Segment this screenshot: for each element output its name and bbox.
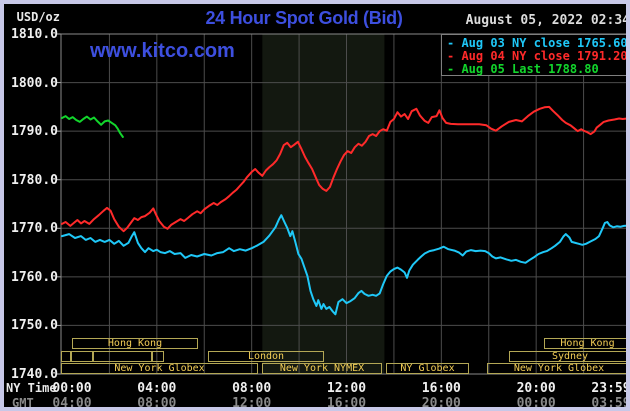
plot-border	[60, 33, 626, 375]
session-box-hong-kong: Hong Kong	[72, 338, 198, 349]
y-axis-unit-label: USD/oz	[16, 10, 60, 24]
y-tick-label: 1750.0	[11, 318, 58, 334]
session-box-empty	[61, 351, 71, 362]
price-chart-canvas	[57, 33, 626, 375]
session-box-empty	[71, 351, 93, 362]
session-box-hong-kong: Hong Kong	[544, 338, 626, 349]
x-tick-label-gmt: 12:00	[232, 396, 272, 411]
y-tick-label: 1810.0	[11, 27, 58, 42]
x-tick-label-ny: 04:00	[137, 381, 177, 396]
price-line-1	[61, 105, 626, 233]
legend-item: - Aug 05 Last 1788.80	[447, 62, 599, 76]
price-line-0	[61, 214, 626, 316]
gmt-axis-caption: GMT	[12, 396, 34, 410]
x-tick-label-gmt: 00:00	[516, 396, 556, 411]
x-tick-label-ny: 20:00	[516, 381, 556, 396]
x-axis-caption: NY Time	[6, 381, 57, 395]
y-tick-label: 1740.0	[11, 367, 58, 382]
x-tick-label-gmt: 08:00	[137, 396, 177, 411]
session-box-new-york-globex: New York Globex	[61, 363, 258, 374]
session-box-sydney: Sydney	[509, 351, 626, 362]
legend: - Aug 03 NY close 1765.60- Aug 04 NY clo…	[441, 34, 628, 76]
x-tick-label-ny: 12:00	[326, 381, 367, 396]
x-tick-label-ny: 08:00	[232, 381, 272, 396]
x-tick-label-gmt: 20:00	[421, 396, 461, 411]
x-tick-label-gmt: 03:59	[591, 396, 630, 411]
x-tick-label-ny: 00:00	[52, 381, 92, 396]
kitco-watermark: www.kitco.com	[90, 40, 235, 62]
nymex-session-band	[262, 34, 385, 374]
chart-title: 24 Hour Spot Gold (Bid)	[205, 8, 403, 28]
legend-item: - Aug 04 NY close 1791.20	[447, 49, 628, 63]
price-line-2	[61, 115, 124, 138]
y-tick-label: 1800.0	[11, 75, 58, 91]
session-box-ny-globex: NY Globex	[386, 363, 469, 374]
y-tick-label: 1780.0	[11, 172, 58, 188]
session-box-empty	[152, 351, 164, 362]
chart-datetime: August 05, 2022 02:34	[465, 13, 630, 28]
session-box-new-york-globex: New York Globex	[487, 363, 626, 374]
x-tick-label-gmt: 16:00	[326, 396, 367, 411]
session-box-new-york-nymex: New York NYMEX	[262, 363, 382, 374]
y-tick-label: 1770.0	[11, 221, 58, 237]
x-tick-label-ny: 16:00	[421, 381, 461, 396]
x-tick-label-gmt: 04:00	[52, 396, 92, 411]
legend-item: - Aug 03 NY close 1765.60	[447, 36, 628, 50]
y-tick-label: 1790.0	[11, 124, 58, 140]
session-box-empty	[93, 351, 152, 362]
session-box-london: London	[208, 351, 324, 362]
x-tick-label-ny: 23:59	[591, 381, 630, 396]
y-tick-label: 1760.0	[11, 269, 58, 285]
